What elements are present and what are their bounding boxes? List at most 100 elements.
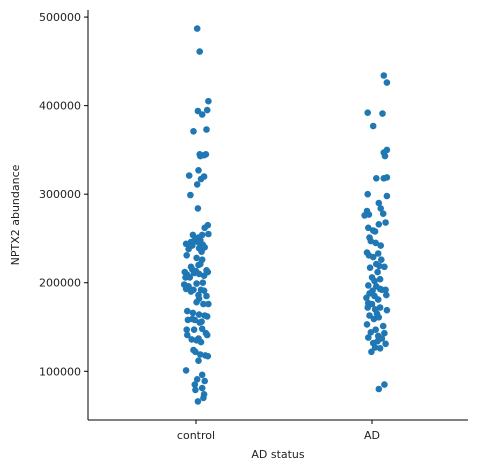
data-point-control [202, 151, 210, 158]
data-point-ad [367, 329, 375, 336]
data-point-control [182, 285, 190, 293]
data-point-control [183, 326, 190, 334]
data-point-ad [383, 306, 391, 314]
data-point-control [184, 307, 191, 315]
data-point-control [186, 274, 194, 281]
data-point-ad [372, 326, 380, 334]
data-point-control [191, 381, 199, 388]
y-tick-label: 500000 [39, 11, 81, 24]
data-point-control [205, 97, 212, 105]
data-point-control [197, 175, 205, 183]
data-point-ad [382, 219, 389, 226]
data-point-ad [371, 228, 379, 235]
data-point-ad [375, 199, 383, 207]
data-point-ad [379, 322, 387, 330]
data-point-control [189, 231, 197, 239]
y-tick-label: 200000 [39, 277, 81, 290]
data-point-control [198, 371, 206, 379]
data-point-ad [382, 286, 389, 294]
y-tick-label: 100000 [39, 365, 81, 378]
data-point-ad [366, 264, 374, 272]
data-point-control [192, 386, 199, 394]
data-point-control [196, 48, 203, 55]
data-point-ad [364, 190, 372, 198]
data-point-control [195, 167, 202, 174]
data-point-ad [383, 192, 391, 200]
data-point-ad [377, 242, 385, 249]
data-point-control [199, 279, 207, 287]
data-point-control [198, 248, 205, 255]
x-axis-title: AD status [251, 448, 305, 461]
data-point-ad [375, 385, 383, 393]
data-point-ad [380, 72, 388, 79]
y-ticks: 100000 200000 300000 400000 500000 [39, 11, 88, 378]
data-point-control [194, 398, 202, 405]
data-point-control [190, 326, 198, 334]
data-point-control [203, 313, 211, 320]
data-point-control [185, 245, 192, 253]
data-point-ad [374, 296, 382, 303]
data-point-control [205, 230, 212, 238]
data-point-ad [376, 304, 384, 311]
data-point-control [189, 309, 197, 317]
data-point-ad [375, 314, 383, 321]
data-point-ad [374, 268, 381, 276]
data-point-ad [371, 344, 379, 351]
data-point-control [190, 128, 197, 135]
data-point-control [191, 316, 199, 324]
data-point-ad [380, 175, 388, 182]
data-point-control [201, 377, 208, 385]
data-point-ad [381, 152, 389, 160]
y-tick-label: 400000 [39, 100, 81, 113]
data-point-ad [369, 122, 377, 130]
data-point-ad [381, 329, 388, 337]
data-point-ad [379, 210, 387, 217]
data-point-ad [381, 263, 388, 271]
data-point-control [195, 270, 203, 278]
points-layer [180, 25, 391, 405]
data-point-control [198, 384, 206, 392]
data-point-ad [365, 224, 372, 232]
data-point-control [184, 331, 191, 339]
data-point-control [193, 25, 201, 32]
data-point-control [205, 300, 212, 308]
data-point-control [201, 224, 208, 232]
data-point-control [195, 357, 202, 365]
data-point-control [195, 311, 203, 318]
data-point-control [194, 238, 202, 246]
data-point-control [203, 331, 211, 339]
data-point-control [200, 287, 208, 295]
data-point-control [200, 300, 207, 308]
data-point-control [203, 106, 211, 114]
data-point-ad [377, 205, 385, 212]
data-point-control [203, 126, 210, 133]
data-point-ad [369, 253, 377, 261]
data-point-control [185, 172, 193, 179]
data-point-ad [382, 340, 389, 348]
data-point-ad [366, 312, 373, 319]
data-point-ad [375, 221, 383, 228]
data-point-ad [376, 345, 384, 352]
data-point-control [197, 152, 204, 160]
data-point-control [193, 298, 200, 306]
data-point-control [197, 351, 204, 358]
data-point-ad [374, 250, 382, 257]
data-point-control [194, 205, 202, 212]
data-point-control [187, 191, 194, 199]
data-point-control [204, 352, 212, 360]
data-point-ad [381, 381, 388, 388]
data-point-control [193, 254, 200, 262]
data-point-ad [383, 291, 390, 299]
data-point-control [193, 181, 201, 188]
data-point-ad [364, 304, 372, 311]
data-point-ad [363, 321, 371, 328]
data-point-ad [376, 275, 384, 283]
data-point-ad [364, 109, 372, 116]
data-point-control [182, 367, 190, 374]
data-point-ad [365, 282, 372, 289]
data-point-ad [361, 212, 368, 219]
data-point-control [193, 280, 200, 287]
data-point-control [198, 325, 206, 333]
data-point-control [204, 268, 212, 276]
